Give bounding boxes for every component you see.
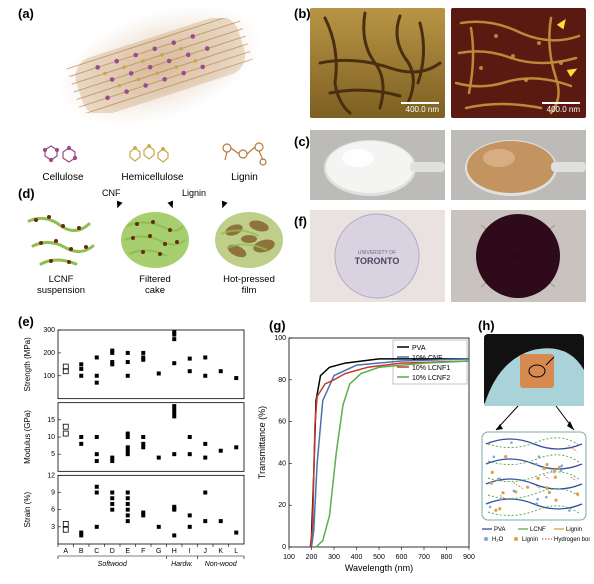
svg-text:H: H: [172, 548, 177, 555]
svg-text:12: 12: [47, 472, 55, 479]
lignin-label: Lignin: [231, 172, 258, 183]
panel-a: (a): [20, 8, 290, 183]
svg-text:800: 800: [441, 554, 453, 561]
svg-text:600: 600: [396, 554, 408, 561]
svg-text:3: 3: [51, 524, 55, 531]
svg-text:C: C: [94, 548, 99, 555]
label-d: (d): [18, 186, 35, 201]
cellulose-label: Cellulose: [42, 172, 83, 183]
panel-g: (g) 100 200 300 400 500 600 700 800 900 0 20 40 60 80…: [255, 320, 475, 575]
svg-text:100: 100: [43, 373, 55, 380]
svg-text:L: L: [234, 548, 238, 555]
spoon-white: [310, 130, 445, 200]
svg-text:Strength (MPa): Strength (MPa): [23, 337, 32, 392]
molecule-hemicellulose: Hemicellulose: [121, 140, 183, 183]
svg-text:J: J: [204, 548, 208, 555]
panel-b: (b) 400.0 nm: [310, 8, 590, 123]
label-h: (h): [478, 318, 495, 333]
svg-text:6: 6: [51, 507, 55, 514]
svg-text:H₂O: H₂O: [492, 537, 504, 543]
scale-right: 400.0 nm: [547, 105, 580, 114]
svg-text:900: 900: [463, 554, 475, 561]
svg-text:K: K: [218, 548, 223, 555]
svg-text:200: 200: [43, 350, 55, 357]
svg-text:100: 100: [283, 554, 295, 561]
svg-text:A: A: [63, 548, 68, 555]
molecule-lignin: Lignin: [215, 138, 275, 183]
d-label-2: Hot-pressed film: [208, 274, 290, 296]
panel-h: (h) PVA LCNF Lignin H₂O Lignin Hydrogen bond: [478, 320, 590, 575]
scale-left: 400.0 nm: [406, 105, 439, 114]
chart-g: 100 200 300 400 500 600 700 800 900 0 20 40 60 80 100 W…: [255, 320, 475, 575]
svg-text:200: 200: [306, 554, 318, 561]
d-label-1: Filtered cake: [114, 274, 196, 296]
label-b: (b): [294, 6, 311, 21]
cnf-arrow-label: CNF: [102, 188, 121, 198]
svg-text:Strain (%): Strain (%): [23, 492, 32, 528]
label-a: (a): [18, 6, 34, 21]
fibril-schematic: [60, 18, 260, 113]
afm-right: 400.0 nm: [451, 8, 586, 118]
svg-text:15: 15: [47, 417, 55, 424]
svg-text:9: 9: [51, 490, 55, 497]
svg-text:F: F: [141, 548, 145, 555]
d-label-0: LCNF suspension: [20, 274, 102, 296]
svg-text:300: 300: [328, 554, 340, 561]
panel-c: (c): [310, 130, 590, 202]
svg-text:I: I: [189, 548, 191, 555]
panel-d: (d) CNF Lignin LCNF suspension: [20, 190, 290, 310]
d-item-cake: Filtered cake: [114, 206, 196, 296]
svg-text:B: B: [79, 548, 84, 555]
d-item-suspension: LCNF suspension: [20, 206, 102, 296]
label-e: (e): [18, 314, 34, 329]
svg-text:700: 700: [418, 554, 430, 561]
svg-text:G: G: [156, 548, 161, 555]
svg-text:LCNF: LCNF: [530, 527, 546, 533]
spoon-brown: [451, 130, 586, 200]
label-c: (c): [294, 134, 310, 149]
svg-text:Wavelength (nm): Wavelength (nm): [345, 563, 413, 573]
panel-f: (f) UNIVERSITY OF TORONTO: [310, 210, 590, 305]
svg-text:80: 80: [278, 377, 286, 384]
label-g: (g): [269, 318, 286, 333]
chart-e: 100 200 300 Strength (MPa) 5 10 15 Modulus (GPa…: [20, 318, 250, 576]
film-dark: [451, 210, 586, 302]
svg-text:5: 5: [51, 451, 55, 458]
d-item-film: Hot-pressed film: [208, 206, 290, 296]
svg-text:20: 20: [278, 502, 286, 509]
chart-h: PVA LCNF Lignin H₂O Lignin Hydrogen bond: [478, 320, 590, 575]
svg-text:60: 60: [278, 419, 286, 426]
label-f: (f): [294, 214, 307, 229]
svg-text:500: 500: [373, 554, 385, 561]
svg-text:100: 100: [274, 335, 286, 342]
svg-text:PVA: PVA: [494, 527, 506, 533]
svg-text:40: 40: [278, 460, 286, 467]
svg-text:Hardw.: Hardw.: [171, 561, 193, 568]
svg-text:PVA: PVA: [412, 345, 426, 352]
svg-text:Modulus (GPa): Modulus (GPa): [23, 410, 32, 464]
svg-text:Softwood: Softwood: [98, 561, 128, 568]
logo-text: TORONTO: [355, 256, 400, 266]
molecule-cellulose: Cellulose: [35, 140, 90, 183]
svg-text:10% LCNF1: 10% LCNF1: [412, 365, 450, 372]
panel-e: (e) 100200300Strength (MPa)51015Modulus …: [20, 318, 250, 576]
svg-text:Lignin: Lignin: [522, 537, 538, 543]
afm-left: 400.0 nm: [310, 8, 445, 118]
svg-text:10: 10: [47, 434, 55, 441]
hemicellulose-label: Hemicellulose: [121, 172, 183, 183]
lignin-arrow-label: Lignin: [182, 188, 206, 198]
svg-text:Lignin: Lignin: [566, 527, 582, 533]
svg-text:300: 300: [43, 327, 55, 334]
molecule-legend: Cellulose Hemicellulose Lig: [20, 128, 290, 183]
film-clear: UNIVERSITY OF TORONTO: [310, 210, 445, 302]
svg-text:400: 400: [351, 554, 363, 561]
svg-text:E: E: [125, 548, 130, 555]
svg-text:Transmittance (%): Transmittance (%): [257, 406, 267, 479]
svg-text:0: 0: [282, 544, 286, 551]
svg-text:10% LCNF2: 10% LCNF2: [412, 375, 450, 382]
svg-text:D: D: [110, 548, 115, 555]
svg-text:Hydrogen bond: Hydrogen bond: [554, 537, 590, 543]
svg-text:Non-wood: Non-wood: [205, 561, 238, 568]
